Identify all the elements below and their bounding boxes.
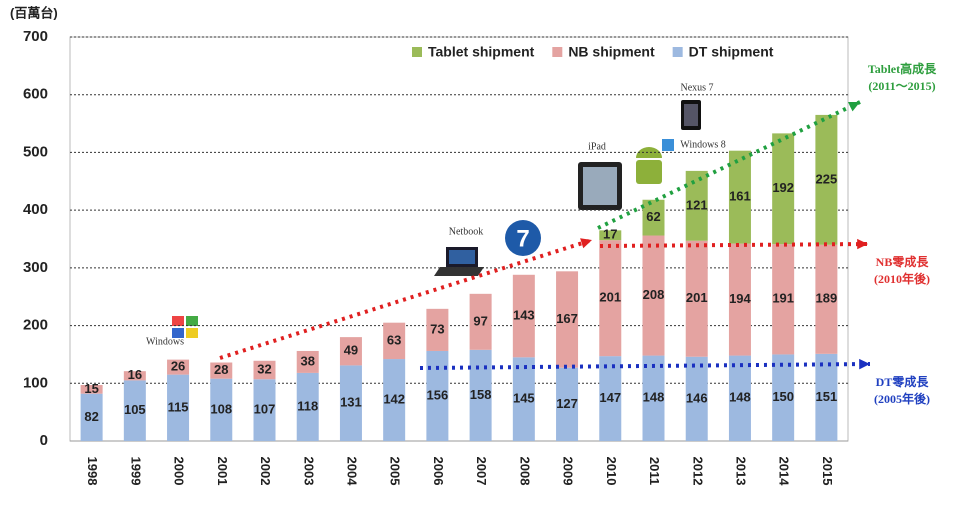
icon-label: Nexus 7 bbox=[680, 82, 713, 93]
annotation: (2010年後) bbox=[874, 271, 930, 286]
data-label: 131 bbox=[340, 395, 362, 410]
trend-arrow bbox=[220, 240, 592, 358]
data-label: 192 bbox=[772, 180, 794, 195]
x-tick-label: 2002 bbox=[258, 457, 273, 486]
data-label: 158 bbox=[470, 387, 492, 402]
nexus-icon bbox=[681, 100, 701, 130]
annotation: (2011～2015) bbox=[868, 79, 935, 93]
y-tick-label: 200 bbox=[23, 317, 48, 334]
windows7-icon: 7 bbox=[505, 220, 541, 256]
data-label: 118 bbox=[297, 398, 318, 413]
x-tick-label: 2013 bbox=[734, 457, 749, 486]
data-label: 32 bbox=[257, 361, 271, 376]
y-tick-label: 400 bbox=[23, 201, 48, 218]
data-label: 63 bbox=[387, 332, 401, 347]
data-label: 194 bbox=[729, 291, 751, 306]
y-tick-label: 0 bbox=[40, 432, 48, 449]
icon-label: iPad bbox=[588, 141, 606, 152]
y-tick-label: 600 bbox=[23, 86, 48, 103]
arrow-head bbox=[848, 102, 860, 111]
data-label: 143 bbox=[513, 307, 535, 322]
arrow-head bbox=[580, 238, 592, 248]
data-label: 108 bbox=[210, 401, 232, 416]
data-label: 191 bbox=[772, 291, 794, 306]
x-tick-label: 2010 bbox=[604, 457, 619, 486]
x-tick-label: 2008 bbox=[517, 457, 532, 486]
data-label: 17 bbox=[603, 227, 617, 242]
data-label: 15 bbox=[84, 381, 98, 396]
chart: (百萬台) 7 01002003004005006007001998821519… bbox=[0, 0, 957, 513]
x-tick-label: 2006 bbox=[431, 457, 446, 486]
legend-swatch bbox=[552, 47, 562, 57]
arrow-head bbox=[859, 359, 870, 369]
windows8-icon bbox=[662, 139, 674, 151]
data-label: 26 bbox=[171, 359, 185, 374]
ipad-icon bbox=[578, 162, 622, 210]
data-label: 107 bbox=[254, 402, 276, 417]
data-label: 121 bbox=[686, 197, 708, 212]
data-label: 156 bbox=[427, 387, 449, 402]
x-tick-label: 2011 bbox=[647, 457, 662, 485]
x-tick-label: 1999 bbox=[128, 457, 143, 486]
data-label: 148 bbox=[729, 390, 751, 405]
data-label: 115 bbox=[168, 399, 189, 414]
y-axis-unit: (百萬台) bbox=[10, 5, 58, 20]
x-tick-label: 2009 bbox=[561, 457, 576, 486]
data-label: 105 bbox=[124, 402, 146, 417]
data-label: 127 bbox=[556, 396, 578, 411]
annotation: (2005年後) bbox=[874, 391, 930, 406]
y-tick-label: 700 bbox=[23, 28, 48, 45]
annotation: Tablet高成長 bbox=[868, 61, 937, 76]
legend-label: Tablet shipment bbox=[428, 44, 535, 60]
data-label: 150 bbox=[772, 389, 794, 404]
x-tick-label: 2001 bbox=[215, 457, 230, 486]
legend-label: DT shipment bbox=[689, 44, 774, 60]
data-label: 148 bbox=[643, 390, 665, 405]
x-tick-label: 2014 bbox=[777, 457, 792, 487]
legend-swatch bbox=[673, 47, 683, 57]
svg-text:7: 7 bbox=[516, 225, 529, 252]
x-tick-label: 2005 bbox=[388, 457, 403, 486]
data-label: 151 bbox=[816, 389, 838, 404]
data-label: 28 bbox=[214, 362, 228, 377]
icon-label: Windows 8 bbox=[680, 139, 725, 150]
data-label: 73 bbox=[430, 321, 444, 336]
data-label: 201 bbox=[599, 290, 621, 305]
windowsxp-icon bbox=[172, 316, 198, 338]
y-tick-label: 500 bbox=[23, 143, 48, 160]
icon-label: Netbook bbox=[449, 226, 483, 237]
annotation: NB零成長 bbox=[876, 254, 930, 269]
data-label: 97 bbox=[473, 313, 487, 328]
data-label: 225 bbox=[816, 171, 838, 186]
y-tick-label: 100 bbox=[23, 374, 48, 391]
x-tick-label: 2007 bbox=[474, 457, 489, 486]
data-label: 16 bbox=[128, 367, 142, 382]
y-tick-label: 300 bbox=[23, 259, 48, 276]
data-label: 38 bbox=[300, 353, 314, 368]
data-label: 142 bbox=[383, 391, 405, 406]
x-tick-label: 2004 bbox=[345, 457, 360, 487]
x-tick-label: 2012 bbox=[690, 457, 705, 486]
x-tick-label: 2000 bbox=[172, 457, 187, 486]
data-label: 208 bbox=[643, 287, 665, 302]
x-tick-label: 2015 bbox=[820, 457, 835, 486]
annotation: DT零成長 bbox=[876, 374, 930, 389]
netbook-icon bbox=[434, 247, 484, 276]
data-label: 49 bbox=[344, 343, 358, 358]
data-label: 82 bbox=[84, 409, 98, 424]
data-label: 145 bbox=[513, 391, 535, 406]
data-label: 189 bbox=[816, 291, 838, 306]
legend-swatch bbox=[412, 47, 422, 57]
data-label: 161 bbox=[729, 189, 751, 204]
x-tick-label: 1998 bbox=[85, 457, 100, 486]
legend-label: NB shipment bbox=[568, 44, 655, 60]
data-label: 62 bbox=[646, 209, 660, 224]
data-label: 147 bbox=[599, 390, 621, 405]
data-label: 146 bbox=[686, 390, 708, 405]
x-tick-label: 2003 bbox=[301, 457, 316, 486]
data-label: 201 bbox=[686, 290, 708, 305]
icon-label: Windows bbox=[146, 336, 184, 347]
arrow-head bbox=[857, 239, 868, 249]
data-label: 167 bbox=[556, 311, 578, 326]
